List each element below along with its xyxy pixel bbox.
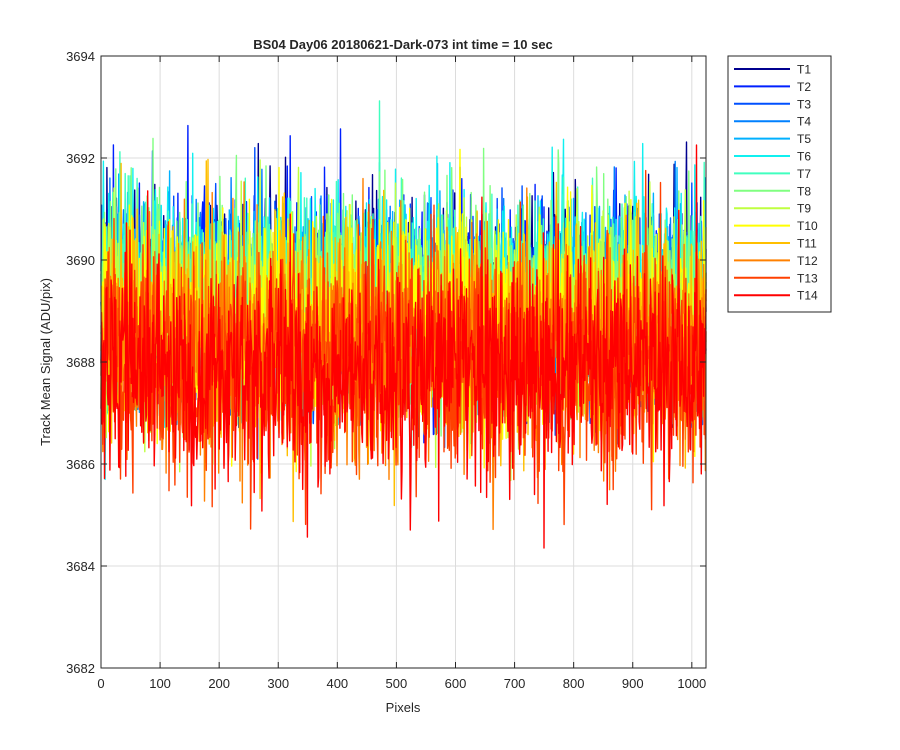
legend-label-t5: T5 [797,132,811,146]
legend-label-t7: T7 [797,167,811,181]
legend-label-t9: T9 [797,202,811,216]
legend-box [727,55,832,313]
x-tick-label: 100 [149,676,171,691]
y-tick-label: 3692 [66,151,95,166]
x-tick-label: 300 [267,676,289,691]
legend-items: T1 T2 T3 T4 T5 T6 T7 T8 T9 T10 T11 T12 T13 T14 [734,63,818,303]
x-tick-label: 400 [326,676,348,691]
legend-label-t4: T4 [797,115,811,129]
legend-label-t12: T12 [797,254,818,268]
legend-label-t3: T3 [797,97,811,111]
x-tick-labels: 0 100 200 300 400 500 600 700 800 900 1000 [97,676,706,691]
legend-label-t8: T8 [797,184,811,198]
x-tick-label: 1000 [677,676,706,691]
legend-label-t6: T6 [797,150,811,164]
chart-title: BS04 Day06 20180621-Dark-073 int time = … [253,37,553,52]
y-tick-label: 3684 [66,559,95,574]
x-tick-label: 600 [445,676,467,691]
y-tick-labels: 3682 3684 3686 3688 3690 3692 3694 [66,49,95,676]
y-tick-label: 3694 [66,49,95,64]
series-line-t14 [100,144,707,549]
legend: T1 T2 T3 T4 T5 T6 T7 T8 T9 T10 T11 T12 T13 T14 [727,55,832,313]
x-tick-label: 200 [208,676,230,691]
legend-label-t2: T2 [797,80,811,94]
series-lines [100,100,707,549]
y-tick-label: 3682 [66,661,95,676]
x-tick-label: 500 [386,676,408,691]
tick-marks [100,55,706,669]
plot-area: 0 100 200 300 400 500 600 700 800 900 1000 3682368… [66,49,707,691]
legend-label-t10: T10 [797,219,818,233]
legend-label-t13: T13 [797,271,818,285]
legend-label-t14: T14 [797,289,818,303]
x-tick-label: 0 [97,676,104,691]
y-tick-label: 3690 [66,253,95,268]
x-tick-label: 700 [504,676,526,691]
x-tick-label: 900 [622,676,644,691]
y-tick-label: 3686 [66,457,95,472]
legend-label-t11: T11 [797,237,817,251]
y-tick-label: 3688 [66,355,95,370]
legend-label-t1: T1 [797,63,811,77]
y-axis-label: Track Mean Signal (ADU/pix) [38,278,53,446]
x-axis-label: Pixels [386,700,421,715]
x-tick-label: 800 [563,676,585,691]
